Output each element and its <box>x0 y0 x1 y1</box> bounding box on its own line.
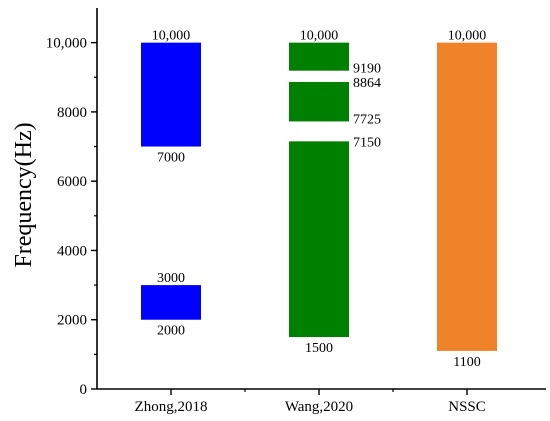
y-tick-label: 2000 <box>57 313 87 329</box>
data-label-low: 7000 <box>157 151 185 166</box>
axes-layer: 0 2000 4000 6000 8000 10,000 Zhong,2018 Wang,20… <box>46 8 546 415</box>
y-tick-label: 6000 <box>57 174 87 190</box>
range-bar <box>141 285 201 320</box>
range-bar <box>289 81 349 122</box>
x-tick-label: NSSC <box>448 399 486 415</box>
data-label-low: 1100 <box>453 355 480 370</box>
y-tick-label: 4000 <box>57 243 87 259</box>
data-label-low: 9190 <box>353 62 381 77</box>
x-tick-label: Wang,2020 <box>285 399 353 415</box>
y-axis-title: Frequency(Hz) <box>11 122 37 267</box>
x-tick-label: Zhong,2018 <box>135 399 208 415</box>
y-tick-label: 0 <box>80 382 88 398</box>
data-label-high: 10,000 <box>152 29 191 44</box>
data-label-high: 10,000 <box>448 29 487 44</box>
data-label-low: 2000 <box>157 324 185 339</box>
data-label-high: 10,000 <box>300 29 339 44</box>
range-bar <box>141 42 201 147</box>
data-label-low: 1500 <box>305 341 333 356</box>
y-tick-label: 8000 <box>57 105 87 121</box>
y-axis-title-group: Frequency(Hz) <box>11 122 37 267</box>
range-bar <box>289 42 349 71</box>
bars-layer <box>141 42 497 351</box>
y-tick-label: 10,000 <box>46 36 87 52</box>
range-bar <box>437 42 497 351</box>
data-label-high: 3000 <box>157 271 185 286</box>
data-label-high: 7150 <box>353 135 381 150</box>
range-bar <box>289 141 349 338</box>
data-label-high: 8864 <box>353 76 381 91</box>
data-label-low: 7725 <box>353 112 381 127</box>
